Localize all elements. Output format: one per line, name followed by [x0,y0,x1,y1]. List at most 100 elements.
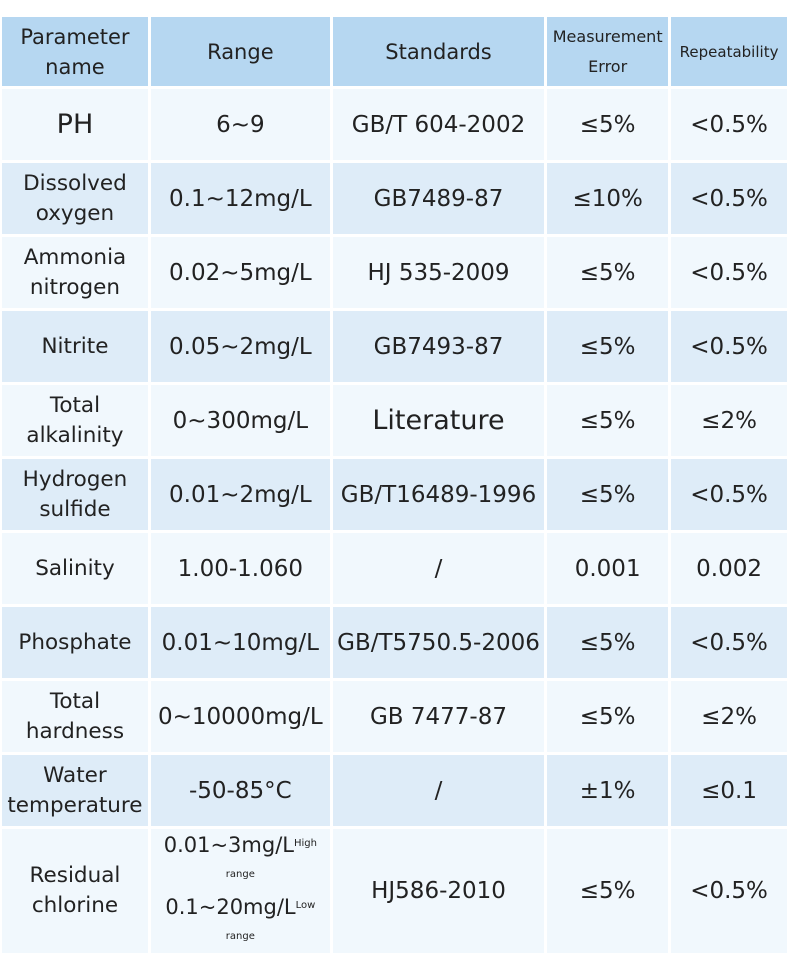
name-line: Total [49,392,101,418]
cell-standard: Literature [332,385,545,456]
table-row: Ammonia nitrogen 0.02~5mg/L HJ 535-2009 ≤… [2,237,787,308]
cell-range: 0~10000mg/L [150,681,330,752]
range-low-value: 0.1~20mg/L [165,895,296,919]
header-error-line1: Measurement [552,26,663,46]
name-line: Residual [29,863,121,888]
header-parameter-name-line1: Parameter [20,24,130,49]
name-line: Total [49,688,101,714]
table-row: Phosphate 0.01~10mg/L GB/T5750.5-2006 ≤5… [2,607,787,678]
table-row: Nitrite 0.05~2mg/L GB7493-87 ≤5% <0.5% [2,311,787,382]
name-line: PH [56,108,94,140]
cell-repeatability: ≤0.1 [671,755,787,826]
cell-error: ≤5% [547,607,669,678]
range-low-note: Low range [225,900,316,942]
cell-range: 1.00-1.060 [150,533,330,604]
cell-repeatability: 0.002 [671,533,787,604]
cell-repeatability: <0.5% [671,237,787,308]
cell-range: 0.01~10mg/L [150,607,330,678]
cell-range: -50-85°C [150,755,330,826]
name-line: Hydrogen [22,466,128,492]
name-line: chlorine [31,893,119,918]
header-parameter-name-line2: name [45,54,105,79]
cell-standard: GB 7477-87 [332,681,545,752]
table-row: Hydrogen sulfide 0.01~2mg/L GB/T16489-199… [2,459,787,530]
parameter-table-container: Parameter name Range Standards Measureme… [0,14,790,956]
cell-error: ≤5% [547,237,669,308]
header-standards: Standards [332,17,545,86]
name-line: Phosphate [18,629,132,655]
cell-range: 0.02~5mg/L [150,237,330,308]
cell-parameter-name: PH [2,89,148,160]
cell-parameter-name: Nitrite [2,311,148,382]
name-line: nitrogen [29,274,120,300]
range-high-value: 0.01~3mg/L [163,833,294,857]
cell-standard: HJ586-2010 [332,829,545,953]
header-row: Parameter name Range Standards Measureme… [2,17,787,86]
cell-parameter-name: Hydrogen sulfide [2,459,148,530]
name-line: Nitrite [41,333,109,359]
cell-error: ≤5% [547,311,669,382]
name-line: alkalinity [26,422,124,448]
cell-range: 6~9 [150,89,330,160]
cell-standard: / [332,533,545,604]
cell-standard: GB/T5750.5-2006 [332,607,545,678]
cell-range: 0.01~2mg/L [150,459,330,530]
name-line: Dissolved [23,170,127,196]
cell-standard: GB/T16489-1996 [332,459,545,530]
range-high-note: High range [225,838,317,880]
table-row: Residual chlorine 0.01~3mg/LHigh range 0.… [2,829,787,953]
table-row: Water temperature -50-85°C / ±1% ≤0.1 [2,755,787,826]
cell-parameter-name: Ammonia nitrogen [2,237,148,308]
cell-error: ≤5% [547,459,669,530]
header-repeatability: Repeatability [671,17,787,86]
name-line: Water [43,762,107,788]
cell-standard: GB7489-87 [332,163,545,234]
cell-error: 0.001 [547,533,669,604]
name-line: oxygen [35,200,115,226]
cell-parameter-name: Dissolved oxygen [2,163,148,234]
name-line: hardness [25,718,125,744]
cell-parameter-name: Salinity [2,533,148,604]
cell-range: 0.01~3mg/LHigh range 0.1~20mg/LLow range [150,829,330,953]
cell-range: 0.05~2mg/L [150,311,330,382]
cell-repeatability: <0.5% [671,459,787,530]
cell-error: ±1% [547,755,669,826]
cell-parameter-name: Residual chlorine [2,829,148,953]
header-measurement-error: Measurement Error [547,17,669,86]
cell-standard: HJ 535-2009 [332,237,545,308]
cell-repeatability: <0.5% [671,829,787,953]
cell-parameter-name: Total alkalinity [2,385,148,456]
parameter-table: Parameter name Range Standards Measureme… [0,14,790,956]
table-row: Salinity 1.00-1.060 / 0.001 0.002 [2,533,787,604]
range-low: 0.1~20mg/LLow range [151,891,330,953]
cell-parameter-name: Water temperature [2,755,148,826]
cell-repeatability: <0.5% [671,607,787,678]
cell-repeatability: ≤2% [671,385,787,456]
table-row: Total hardness 0~10000mg/L GB 7477-87 ≤5%… [2,681,787,752]
cell-error: ≤5% [547,385,669,456]
name-line: Salinity [35,555,115,581]
cell-range: 0~300mg/L [150,385,330,456]
name-line: Ammonia [23,244,127,270]
table-row: PH 6~9 GB/T 604-2002 ≤5% <0.5% [2,89,787,160]
cell-repeatability: <0.5% [671,89,787,160]
cell-repeatability: <0.5% [671,163,787,234]
cell-standard: GB7493-87 [332,311,545,382]
cell-error: ≤5% [547,681,669,752]
name-line: temperature [7,792,143,818]
header-parameter-name: Parameter name [2,17,148,86]
header-error-line2: Error [588,56,628,76]
cell-repeatability: ≤2% [671,681,787,752]
cell-parameter-name: Total hardness [2,681,148,752]
header-range: Range [150,17,330,86]
cell-repeatability: <0.5% [671,311,787,382]
cell-range: 0.1~12mg/L [150,163,330,234]
table-row: Total alkalinity 0~300mg/L Literature ≤5%… [2,385,787,456]
table-row: Dissolved oxygen 0.1~12mg/L GB7489-87 ≤10… [2,163,787,234]
cell-standard: / [332,755,545,826]
cell-error: ≤5% [547,89,669,160]
name-line: sulfide [39,496,111,522]
cell-error: ≤5% [547,829,669,953]
cell-error: ≤10% [547,163,669,234]
cell-standard: GB/T 604-2002 [332,89,545,160]
